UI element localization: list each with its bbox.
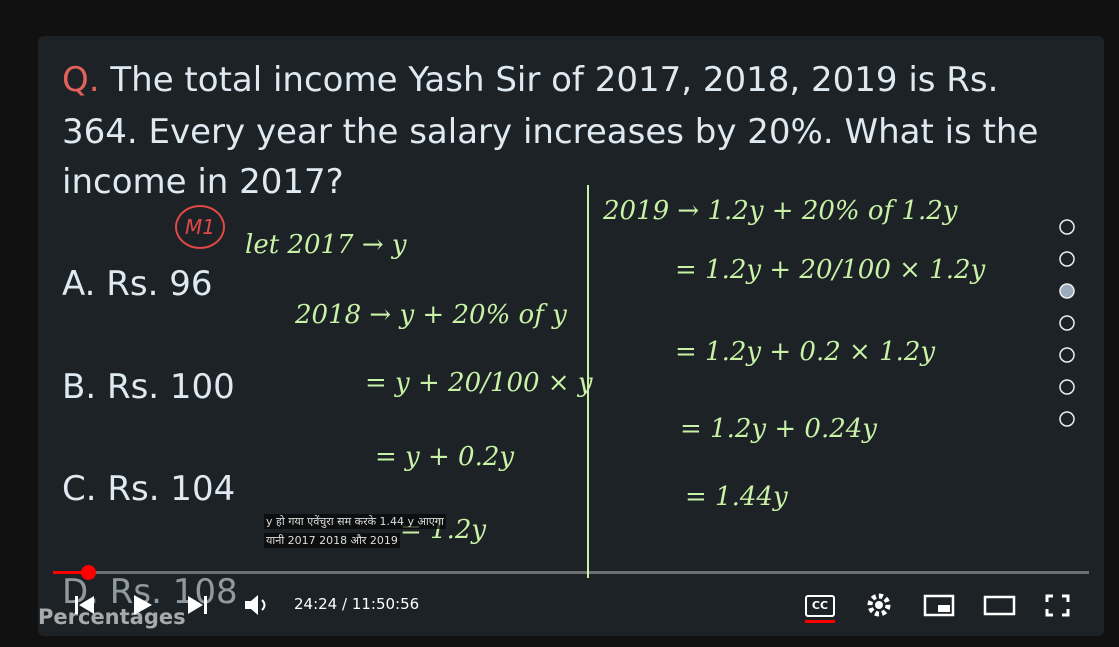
prev-button[interactable] (75, 596, 78, 614)
working: = y + 0.2y (375, 442, 515, 472)
next-button[interactable] (188, 596, 203, 614)
controls-left (75, 595, 266, 615)
miniplayer-button[interactable] (923, 594, 955, 617)
working: 2019 → 1.2y + 20% of 1.2y (603, 196, 958, 226)
option: C. Rs. 104 (62, 469, 236, 509)
progress-handle[interactable] (81, 565, 96, 580)
time-display: 24:24 / 11:50:56 (294, 595, 420, 613)
fullscreen-button[interactable] (1045, 594, 1070, 617)
question-text: The total income Yash Sir of 2017, 2018,… (110, 60, 999, 100)
working: 2018 → y + 20% of y (295, 300, 567, 330)
side-icons (1059, 219, 1075, 427)
question-prefix: Q. (62, 60, 100, 100)
volume-icon (261, 599, 266, 611)
question-text: income in 2017? (62, 162, 344, 202)
settings-button[interactable] (867, 593, 891, 617)
working: let 2017 → y (245, 230, 407, 260)
question-line: Q. The total income Yash Sir of 2017, 20… (62, 60, 998, 100)
working: = 1.2y + 20/100 × 1.2y (675, 255, 986, 285)
divider (587, 185, 589, 578)
miniplayer-icon (938, 605, 950, 612)
controls-right (867, 593, 1070, 617)
working: = 1.2y + 0.2 × 1.2y (675, 337, 936, 367)
caption-line: यानी 2017 2018 और 2019 (264, 533, 400, 548)
theater-button[interactable] (983, 595, 1016, 616)
method-tag: M1 (175, 205, 225, 249)
cc-active (805, 620, 835, 623)
working: = y + 20/100 × y (365, 368, 593, 398)
settings-icon (875, 601, 883, 609)
volume-button[interactable] (245, 595, 258, 615)
play-button[interactable] (134, 595, 152, 615)
caption-line: y हो गया एवेंचुरा सम करके 1.44 y आएगा (264, 514, 446, 529)
progress-played (53, 571, 89, 574)
option: B. Rs. 100 (62, 367, 235, 407)
question-text: 364. Every year the salary increases by … (62, 112, 1039, 152)
option: A. Rs. 96 (62, 264, 213, 304)
working: = 1.44y (685, 482, 788, 512)
working: = 1.2y + 0.24y (680, 414, 877, 444)
cc-button[interactable]: CC (805, 595, 835, 617)
next-button[interactable] (204, 596, 207, 614)
video-frame[interactable] (38, 36, 1104, 636)
caption: y हो गया एवेंचुरा सम करके 1.44 y आएगा या… (264, 514, 446, 548)
prev-button[interactable] (79, 596, 94, 614)
progress-track[interactable] (53, 571, 1089, 574)
overlay-title: Percentages (38, 605, 186, 629)
